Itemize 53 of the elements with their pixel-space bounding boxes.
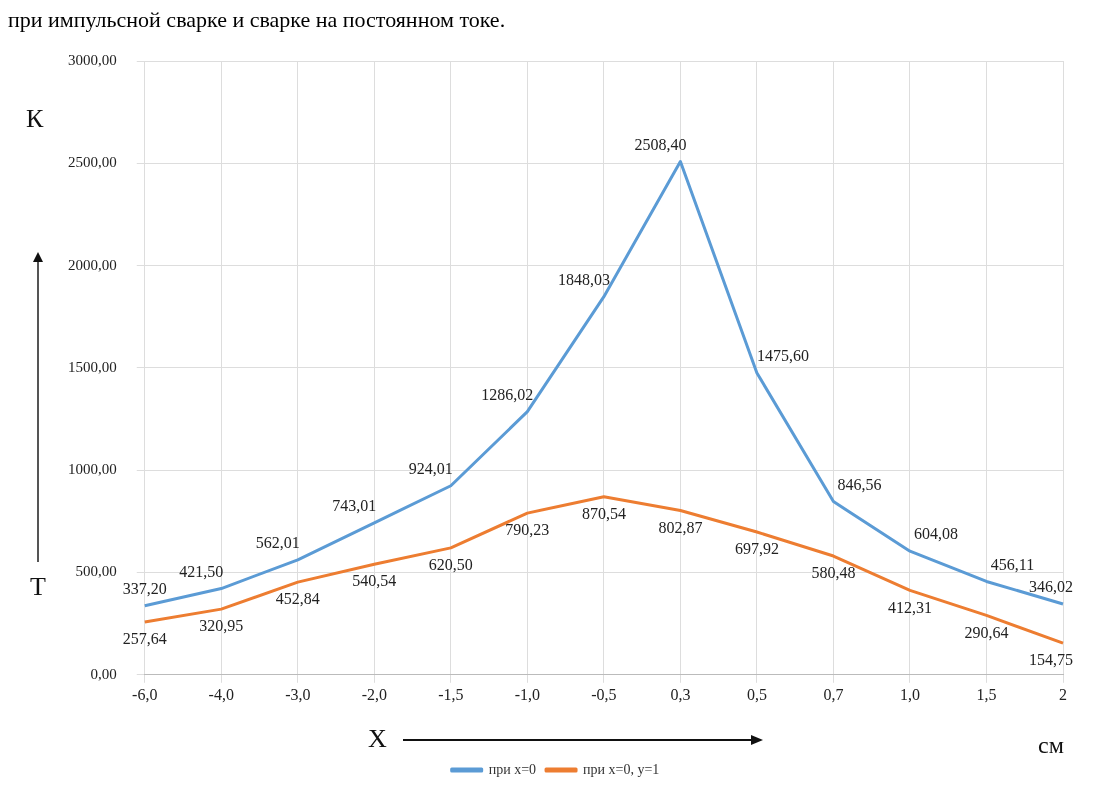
legend-label: при x=0 — [488, 761, 537, 777]
data-label: 2508,40 — [634, 135, 687, 153]
x-tick-label: 0,5 — [746, 685, 767, 703]
data-label: 604,08 — [913, 525, 958, 543]
y-tick-label: 1500,00 — [68, 358, 117, 375]
data-label: 1286,02 — [481, 385, 534, 403]
x-tick-label: -1,5 — [438, 685, 464, 703]
data-label: 456,11 — [990, 555, 1035, 573]
data-label: 290,64 — [964, 623, 1009, 641]
x-tick-label: -4,0 — [208, 685, 234, 703]
x-axis-title: X — [368, 724, 387, 754]
data-label: 870,54 — [581, 504, 626, 522]
data-label: 412,31 — [887, 598, 932, 616]
y-tick-label: 0,00 — [90, 665, 117, 682]
data-label: 346,02 — [1029, 578, 1073, 596]
data-label: 1475,60 — [756, 347, 809, 365]
data-label: 790,23 — [505, 521, 550, 539]
y-tick-label: 2000,00 — [68, 256, 117, 273]
y-tick-label: 500,00 — [75, 563, 117, 580]
x-tick-label: -0,5 — [591, 685, 617, 703]
y-tick-label: 2500,00 — [68, 154, 117, 171]
data-label: 320,95 — [199, 617, 244, 635]
data-label: 562,01 — [255, 534, 300, 552]
data-label: 697,92 — [734, 540, 779, 558]
x-tick-label: 2 — [1059, 685, 1067, 703]
x-tick-label: 0,7 — [823, 685, 844, 703]
data-label: 337,20 — [122, 580, 167, 598]
text: К — [26, 104, 44, 134]
y-tick-label: 3000,00 — [68, 51, 117, 68]
data-label: 452,84 — [275, 590, 320, 608]
data-label: 154,75 — [1029, 651, 1073, 669]
data-label: 620,50 — [428, 556, 473, 574]
data-label: 421,50 — [179, 562, 224, 580]
data-label: 924,01 — [408, 459, 453, 477]
x-tick-label: 0,3 — [670, 685, 691, 703]
data-label: 1848,03 — [557, 270, 610, 288]
legend-label: при x=0, y=1 — [583, 761, 660, 777]
x-tick-label: 1,5 — [976, 685, 997, 703]
data-label: 580,48 — [811, 564, 856, 582]
x-tick-label: -6,0 — [132, 685, 158, 703]
text: при импульсной сварке и сварке на постоянном токе. — [8, 7, 507, 32]
y-axis-title: Т — [30, 572, 46, 602]
x-tick-label: -3,0 — [285, 685, 311, 703]
data-label: 540,54 — [352, 572, 397, 590]
x-tick-label: 1,0 — [899, 685, 920, 703]
data-label: 743,01 — [332, 496, 377, 514]
data-label: 846,56 — [837, 475, 882, 493]
data-label: 257,64 — [122, 630, 167, 648]
x-tick-label: -2,0 — [361, 685, 387, 703]
y-tick-label: 1000,00 — [68, 461, 117, 478]
x-tick-label: -1,0 — [514, 685, 541, 703]
data-label: 802,87 — [658, 518, 703, 536]
text: см — [1038, 732, 1064, 759]
